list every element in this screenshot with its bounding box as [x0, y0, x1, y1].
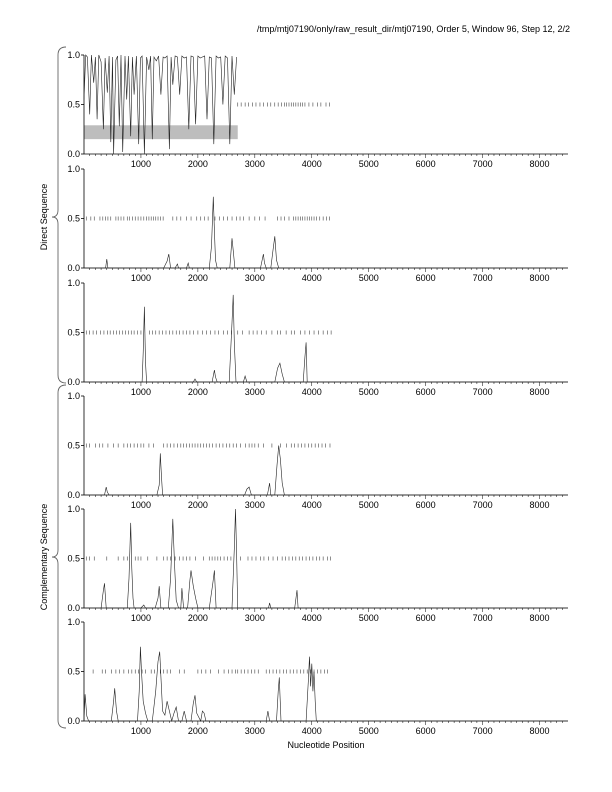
x-tick-label: 8000	[530, 387, 550, 397]
chart-title: /tmp/mtj07190/only/raw_result_dir/mtj071…	[256, 24, 570, 34]
y-tick-label: 0.5	[67, 328, 80, 338]
y-tick-label: 0.0	[67, 149, 80, 159]
x-tick-label: 3000	[245, 159, 265, 169]
panel-4: 0.0 0.5 1.0 1000 2000 3000 4000 5000 6000 7000 800…	[67, 391, 568, 510]
x-tick-label: 6000	[416, 613, 436, 623]
series-line	[84, 445, 568, 496]
x-tick-label: 1000	[131, 159, 151, 169]
complementary-sequence-brace	[51, 384, 67, 729]
x-tick-label: 7000	[473, 613, 493, 623]
x-tick-label: 2000	[188, 726, 208, 736]
y-tick-label: 1.0	[67, 278, 80, 288]
x-tick-label: 5000	[359, 273, 379, 283]
x-tick-label: 4000	[302, 387, 322, 397]
x-tick-label: 8000	[530, 273, 550, 283]
series-line	[84, 294, 568, 383]
x-tick-label: 6000	[416, 726, 436, 736]
y-tick-label: 0.0	[67, 603, 80, 613]
x-tick-label: 8000	[530, 500, 550, 510]
x-tick-label: 1000	[131, 726, 151, 736]
y-tick-label: 0.5	[67, 441, 80, 451]
x-tick-label: 5000	[359, 613, 379, 623]
x-tick-label: 7000	[473, 273, 493, 283]
x-tick-label: 5000	[359, 500, 379, 510]
x-tick-label: 4000	[302, 273, 322, 283]
y-tick-label: 0.5	[67, 554, 80, 564]
x-tick-label: 7000	[473, 387, 493, 397]
x-tick-label: 4000	[302, 500, 322, 510]
y-tick-label: 1.0	[67, 504, 80, 514]
series-line	[83, 54, 237, 155]
x-tick-label: 6000	[416, 159, 436, 169]
x-tick-label: 3000	[245, 273, 265, 283]
direct-sequence-label: Direct Sequence	[39, 184, 49, 251]
y-tick-label: 1.0	[67, 617, 80, 627]
x-tick-label: 1000	[131, 613, 151, 623]
x-tick-label: 2000	[188, 387, 208, 397]
x-tick-label: 6000	[416, 500, 436, 510]
panel-1: 0.0 0.5 1.0 1000 2000 3000 4000 5000 6000 7000 800…	[67, 50, 568, 169]
x-tick-label: 4000	[302, 159, 322, 169]
y-tick-label: 1.0	[67, 164, 80, 174]
x-tick-label: 3000	[245, 387, 265, 397]
x-tick-label: 7000	[473, 159, 493, 169]
y-tick-label: 0.0	[67, 716, 80, 726]
panel-2: 0.0 0.5 1.0 1000 2000 3000 4000 5000 6000 7000 800…	[67, 164, 568, 283]
y-tick-label: 0.5	[67, 667, 80, 677]
x-tick-label: 4000	[302, 726, 322, 736]
y-tick-label: 0.0	[67, 263, 80, 273]
panel-3: 0.0 0.5 1.0 1000 2000 3000 4000 5000 6000 7000 800…	[67, 278, 568, 397]
series-line	[84, 508, 568, 609]
x-tick-label: 2000	[188, 500, 208, 510]
x-tick-label: 6000	[416, 273, 436, 283]
y-tick-label: 1.0	[67, 391, 80, 401]
y-tick-label: 0.0	[67, 490, 80, 500]
x-axis-label: Nucleotide Position	[287, 740, 364, 750]
x-tick-label: 6000	[416, 387, 436, 397]
panel-5: 0.0 0.5 1.0 1000 2000 3000 4000 5000 6000 7000 800…	[67, 504, 568, 623]
x-tick-label: 8000	[530, 726, 550, 736]
highlight-band	[84, 125, 238, 140]
x-tick-label: 8000	[530, 159, 550, 169]
series-line	[84, 196, 568, 269]
complementary-sequence-label: Complementary Sequence	[39, 504, 49, 611]
x-tick-label: 5000	[359, 387, 379, 397]
x-tick-label: 5000	[359, 159, 379, 169]
x-tick-label: 3000	[245, 500, 265, 510]
x-tick-label: 8000	[530, 613, 550, 623]
y-tick-label: 0.5	[67, 100, 80, 110]
x-tick-label: 7000	[473, 726, 493, 736]
x-tick-label: 3000	[245, 726, 265, 736]
direct-sequence-brace	[51, 46, 67, 384]
x-tick-label: 3000	[245, 613, 265, 623]
x-tick-label: 1000	[131, 273, 151, 283]
y-tick-label: 0.0	[67, 377, 80, 387]
x-tick-label: 5000	[359, 726, 379, 736]
x-tick-label: 2000	[188, 159, 208, 169]
x-tick-label: 2000	[188, 273, 208, 283]
x-tick-label: 7000	[473, 500, 493, 510]
x-tick-label: 1000	[131, 500, 151, 510]
x-tick-label: 2000	[188, 613, 208, 623]
x-tick-label: 4000	[302, 613, 322, 623]
series-line	[83, 646, 568, 723]
panel-6: 0.0 0.5 1.0 1000 2000 3000 4000 5000 6000 7000 800…	[67, 617, 568, 736]
y-tick-label: 1.0	[67, 50, 80, 60]
y-tick-label: 0.5	[67, 214, 80, 224]
x-tick-label: 1000	[131, 387, 151, 397]
